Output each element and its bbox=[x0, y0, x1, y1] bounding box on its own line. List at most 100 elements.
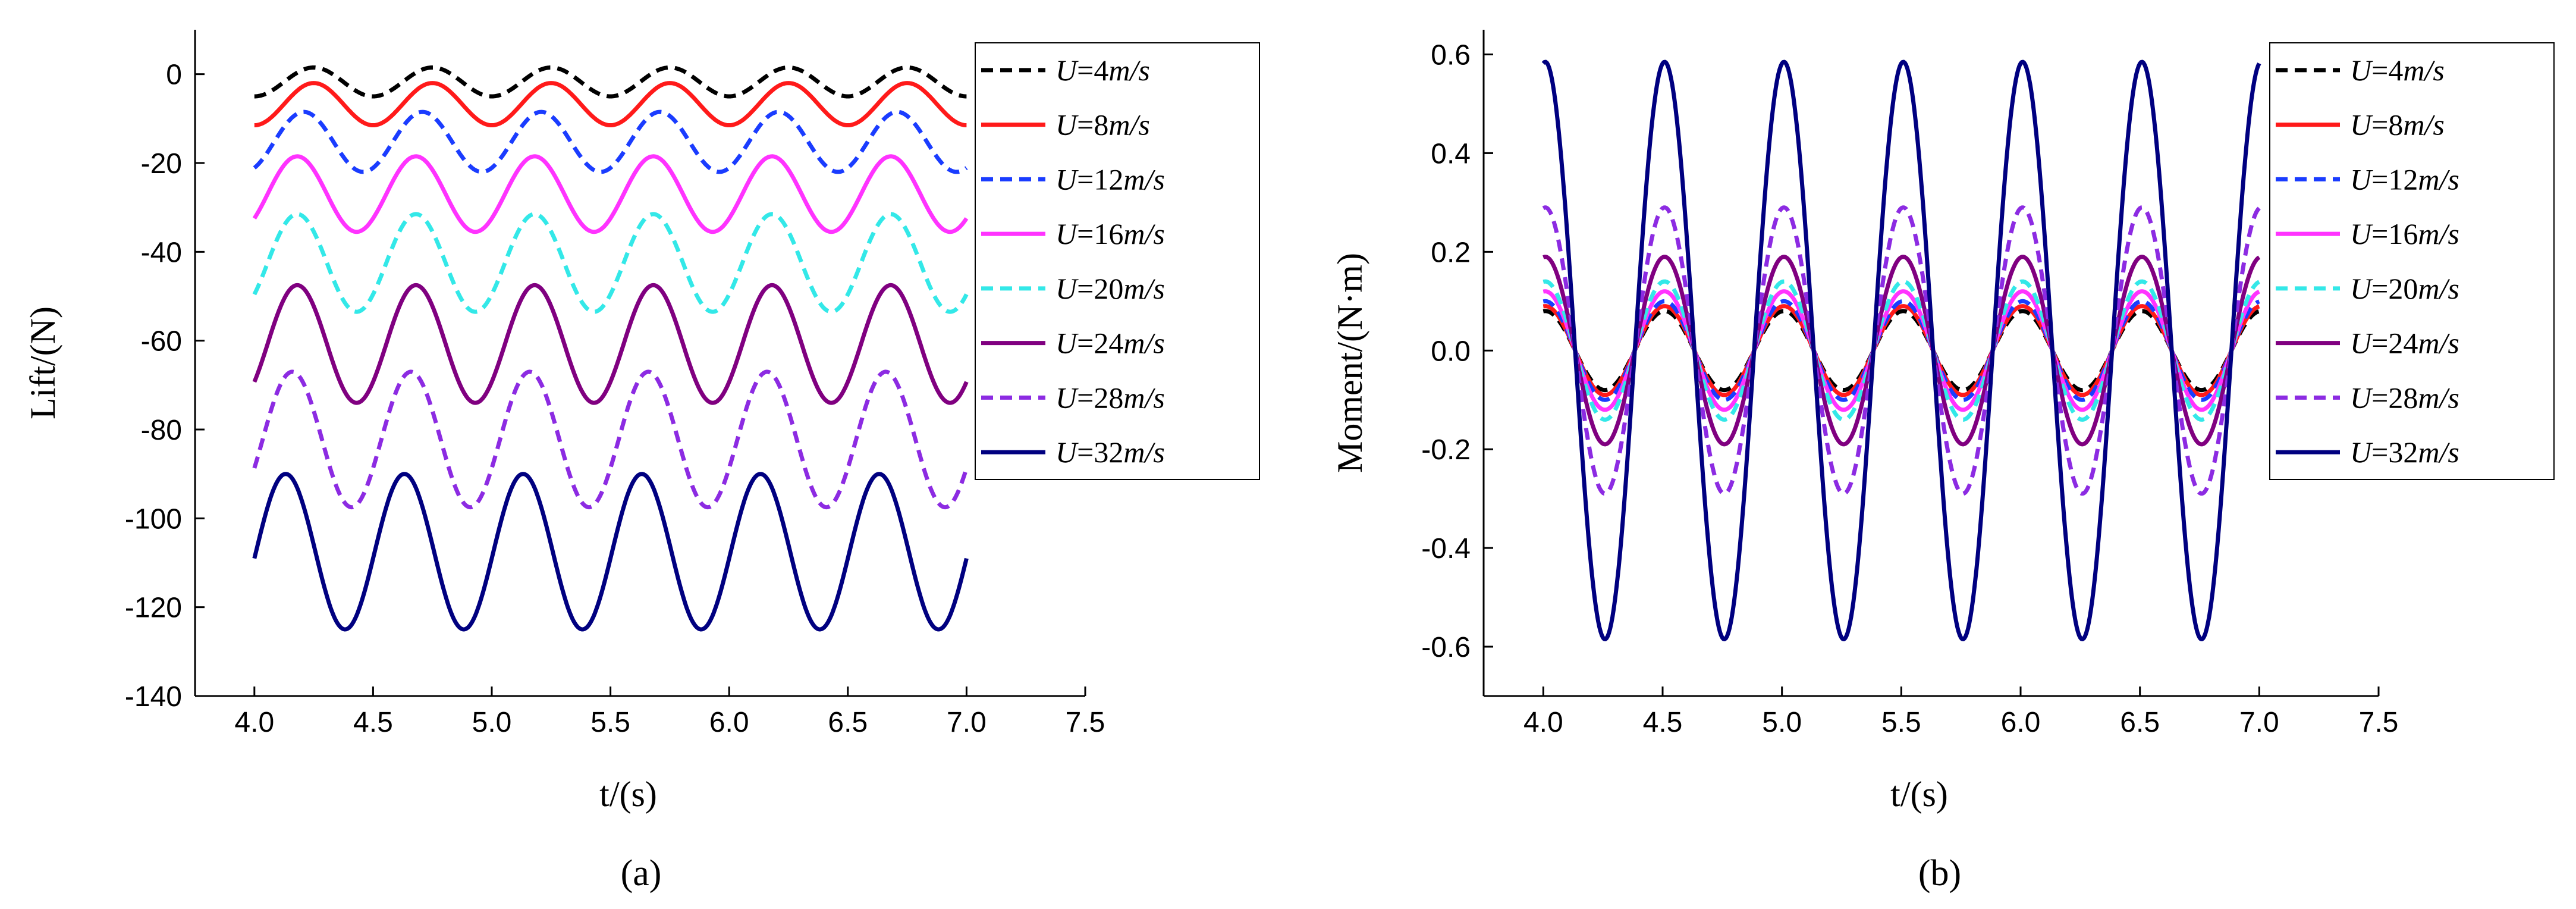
legend-equals: = bbox=[1077, 162, 1094, 196]
series-line-u4 bbox=[253, 65, 967, 99]
legend-unit: m/s bbox=[1123, 217, 1164, 250]
series-line-u12 bbox=[1542, 299, 2260, 402]
chart-panel-b: 4.0 4.5 5.0 5.5 6.0 6.5 7.0 7.5 0.6 0.4 0.2 0.0 -0.2… bbox=[1330, 30, 2555, 894]
x-tick-label: 6.5 bbox=[2120, 707, 2160, 738]
legend-equals: = bbox=[2371, 381, 2388, 414]
y-axis-title: Lift/(N) bbox=[23, 306, 62, 419]
legend-entry-u16: U=16m/s bbox=[1055, 217, 1165, 250]
legend-unit: m/s bbox=[1123, 162, 1164, 196]
series-line-u24 bbox=[1542, 255, 2261, 447]
legend-equals: = bbox=[1077, 108, 1094, 142]
legend-symbol-u: U bbox=[1055, 108, 1079, 142]
y-tick-label: -120 bbox=[125, 593, 182, 624]
legend-unit: m/s bbox=[2403, 54, 2444, 87]
legend-speed: 24 bbox=[2388, 327, 2418, 360]
legend-box bbox=[975, 42, 1260, 480]
series-line-u16 bbox=[1542, 289, 2260, 412]
legend-speed: 20 bbox=[1094, 272, 1123, 305]
legend-symbol-u: U bbox=[2350, 217, 2373, 250]
y-tick-label: -80 bbox=[141, 415, 182, 446]
legend-entry-u28: U=28m/s bbox=[1055, 381, 1165, 414]
y-tick-label: -0.4 bbox=[1421, 533, 1471, 565]
x-tick-label: 5.0 bbox=[472, 707, 512, 738]
legend-speed: 8 bbox=[2388, 108, 2403, 142]
legend-equals: = bbox=[1077, 381, 1094, 414]
legend-symbol-u: U bbox=[1055, 54, 1079, 87]
y-tick-label: 0.4 bbox=[1431, 138, 1471, 170]
x-tick-label: 4.0 bbox=[234, 707, 274, 738]
legend-symbol-u: U bbox=[1055, 435, 1079, 469]
legend-symbol-u: U bbox=[2350, 54, 2373, 87]
legend-equals: = bbox=[2371, 327, 2388, 360]
legend-equals: = bbox=[1077, 327, 1094, 360]
series-line-u8 bbox=[253, 81, 967, 127]
legend-entry-u8: U=8m/s bbox=[1055, 108, 1150, 142]
legend-equals: = bbox=[2371, 217, 2388, 250]
legend-unit: m/s bbox=[1108, 108, 1149, 142]
legend-symbol-u: U bbox=[1055, 162, 1079, 196]
legend-entry-u4: U=4m/s bbox=[1055, 54, 1150, 87]
legend-symbol-u: U bbox=[1055, 272, 1079, 305]
y-tick-label: -100 bbox=[125, 503, 182, 535]
legend-speed: 32 bbox=[2388, 435, 2418, 469]
legend-entry-u24: U=24m/s bbox=[2350, 327, 2459, 360]
legend-symbol-u: U bbox=[2350, 272, 2373, 305]
series-line-u24 bbox=[252, 283, 969, 405]
y-tick-label: 0.2 bbox=[1431, 237, 1471, 268]
legend-unit: m/s bbox=[2418, 162, 2459, 196]
chart-panel-a: 4.0 4.5 5.0 5.5 6.0 6.5 7.0 7.5 0 -20 -40 -60 -80 -10… bbox=[23, 30, 1260, 894]
x-tick-label: 6.5 bbox=[828, 707, 868, 738]
legend-unit: m/s bbox=[1123, 435, 1164, 469]
series-line-u12 bbox=[253, 109, 968, 174]
x-axis-title: t/(s) bbox=[1890, 775, 1948, 814]
legend-entry-u24: U=24m/s bbox=[1055, 327, 1165, 360]
legend-unit: m/s bbox=[2403, 108, 2444, 142]
legend-speed: 12 bbox=[1094, 162, 1123, 196]
x-tick-label: 7.5 bbox=[1066, 707, 1105, 738]
x-tick-label: 6.0 bbox=[709, 707, 749, 738]
legend-unit: m/s bbox=[2418, 327, 2459, 360]
legend-unit: m/s bbox=[2418, 435, 2459, 469]
legend-symbol-u: U bbox=[2350, 162, 2373, 196]
series-line-u4 bbox=[1542, 309, 2260, 393]
legend-equals: = bbox=[2371, 272, 2388, 305]
series-line-u16 bbox=[252, 154, 969, 234]
x-tick-label: 4.0 bbox=[1523, 707, 1563, 738]
legend-entry-u12: U=12m/s bbox=[1055, 162, 1165, 196]
legend-unit: m/s bbox=[2418, 272, 2459, 305]
y-tick-label: 0 bbox=[166, 59, 182, 91]
legend-speed: 16 bbox=[1094, 217, 1123, 250]
legend-equals: = bbox=[2371, 162, 2388, 196]
legend-entry-u20: U=20m/s bbox=[2350, 272, 2459, 305]
x-tick-label: 4.5 bbox=[1643, 707, 1683, 738]
series-line-u20 bbox=[1542, 279, 2260, 422]
legend-equals: = bbox=[1077, 272, 1094, 305]
legend-equals: = bbox=[1077, 54, 1094, 87]
legend-equals: = bbox=[1077, 435, 1094, 469]
legend-symbol-u: U bbox=[1055, 381, 1079, 414]
legend-symbol-u: U bbox=[1055, 327, 1079, 360]
legend-entry-u8: U=8m/s bbox=[2350, 108, 2445, 142]
y-tick-label: 0.0 bbox=[1431, 336, 1471, 367]
legend-equals: = bbox=[2371, 108, 2388, 142]
y-tick-label: -20 bbox=[141, 148, 182, 180]
legend-speed: 4 bbox=[2388, 54, 2403, 87]
x-tick-label: 5.0 bbox=[1762, 707, 1802, 738]
legend-entry-u4: U=4m/s bbox=[2350, 54, 2445, 87]
legend-equals: = bbox=[2371, 54, 2388, 87]
series-line-u32 bbox=[252, 472, 969, 632]
legend-entry-u28: U=28m/s bbox=[2350, 381, 2459, 414]
legend-unit: m/s bbox=[1123, 272, 1164, 305]
panel-label: (b) bbox=[1918, 853, 1961, 894]
y-tick-label: 0.6 bbox=[1431, 39, 1471, 71]
y-tick-label: -0.2 bbox=[1421, 434, 1471, 466]
y-tick-label: -140 bbox=[125, 681, 182, 713]
legend-speed: 12 bbox=[2388, 162, 2418, 196]
x-tick-label: 6.0 bbox=[2001, 707, 2041, 738]
legend-unit: m/s bbox=[2418, 217, 2459, 250]
legend-speed: 4 bbox=[1094, 54, 1108, 87]
legend-symbol-u: U bbox=[2350, 381, 2373, 414]
legend-symbol-u: U bbox=[1055, 217, 1079, 250]
legend-speed: 28 bbox=[2388, 381, 2418, 414]
